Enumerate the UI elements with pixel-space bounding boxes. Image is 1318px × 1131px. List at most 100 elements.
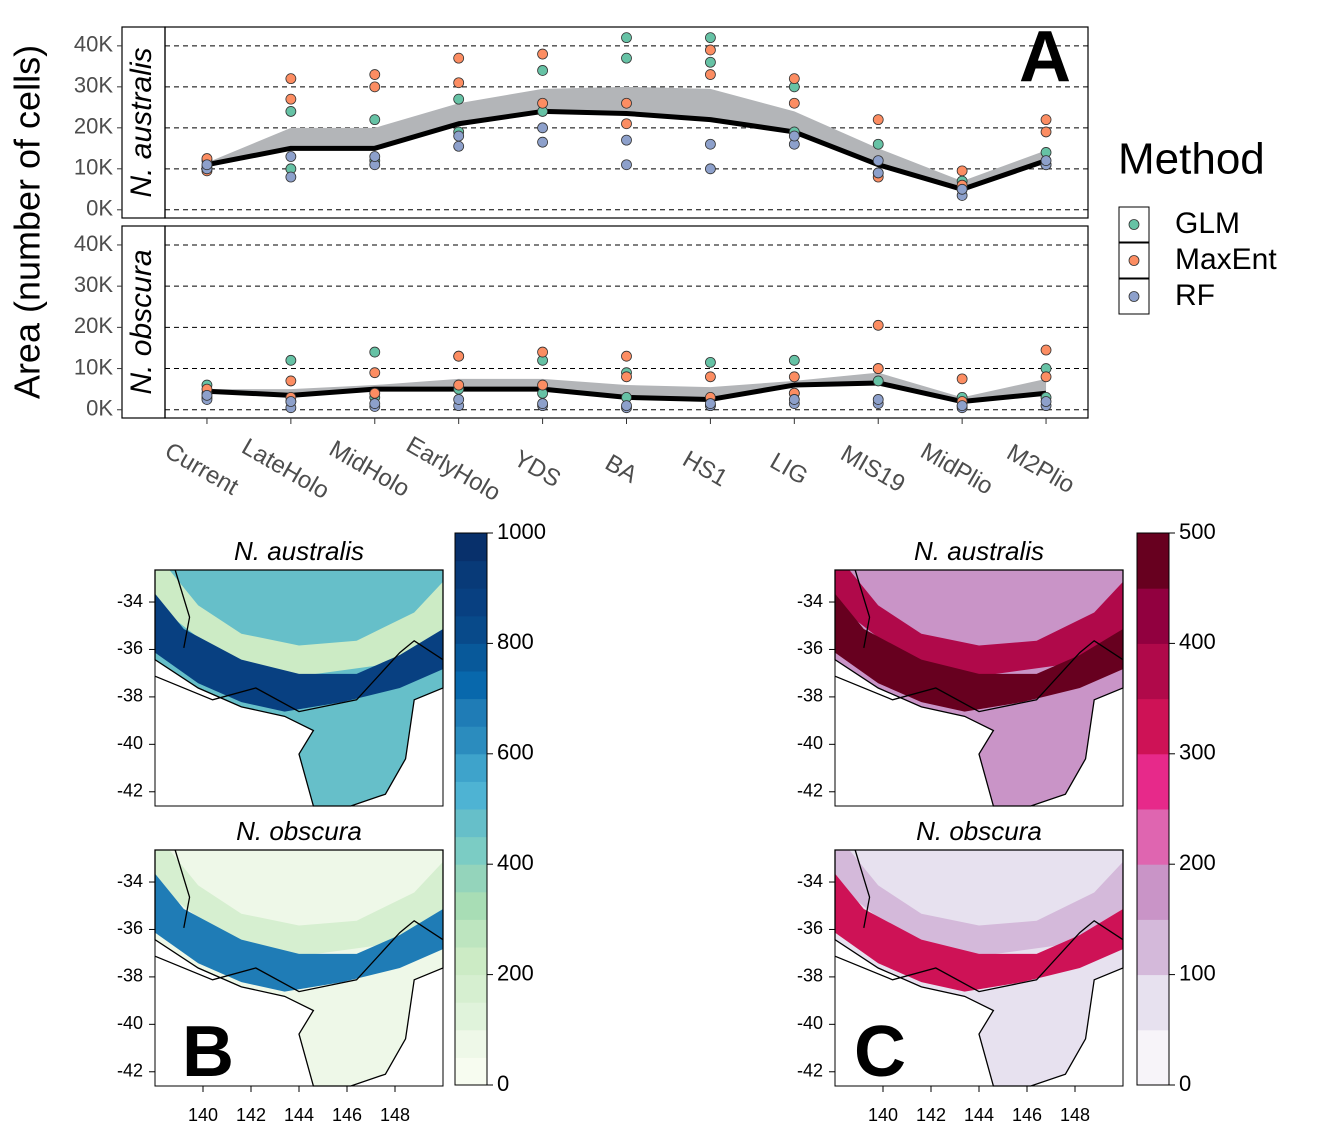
lat-tick-label: -40 [117, 733, 143, 753]
map-border [174, 569, 191, 648]
facet-strip [121, 26, 166, 219]
point [788, 394, 800, 405]
map-title: N. obscura [916, 816, 1042, 846]
map-border [154, 639, 444, 713]
point [369, 151, 381, 162]
lat-tick-label: -42 [797, 781, 823, 801]
colorbar-label: 1000 [497, 519, 546, 544]
colorbar-step [455, 864, 487, 893]
lat-tick-label: -42 [117, 781, 143, 801]
lon-tick-label: 144 [284, 1105, 314, 1125]
colorbar-frame [454, 532, 488, 1086]
facet-frame [164, 26, 1089, 219]
point [1040, 371, 1052, 383]
colorbar-step [455, 588, 487, 617]
panel-label: C [854, 1012, 906, 1092]
point [453, 140, 465, 152]
point [1040, 344, 1052, 356]
y-axis-label: Area (number of cells) [7, 45, 48, 399]
point [621, 97, 632, 109]
point [872, 319, 884, 331]
lon-tick-label: 142 [236, 1105, 266, 1125]
y-tick-label: 30K [74, 73, 113, 98]
x-tick-label: MidPlio [916, 438, 998, 501]
facet-label: N. obscura [125, 249, 158, 394]
point [537, 398, 548, 409]
map-title: N. australis [914, 536, 1044, 566]
lat-tick-label: -34 [797, 591, 823, 611]
lon-tick-label: 144 [964, 1105, 994, 1125]
point [285, 106, 297, 117]
point [788, 354, 800, 366]
point [369, 81, 381, 93]
point [201, 159, 213, 171]
colorbar-step [1137, 533, 1169, 589]
point [537, 136, 548, 148]
point [872, 114, 884, 126]
colorbar-step [455, 891, 487, 920]
point [369, 367, 381, 379]
x-tick-label: YDS [509, 445, 565, 493]
point [369, 398, 381, 409]
point [621, 400, 632, 412]
point [956, 183, 968, 195]
map-border [154, 919, 444, 993]
point [621, 32, 632, 44]
y-tick-label: 40K [74, 32, 113, 57]
point [621, 350, 632, 362]
lat-tick-label: -38 [797, 686, 823, 706]
legend-label: GLM [1175, 207, 1240, 240]
point [872, 155, 884, 167]
point [285, 151, 297, 162]
lat-tick-label: -42 [117, 1061, 143, 1081]
x-tick-label: LateHolo [237, 433, 334, 504]
x-tick-label: MIS19 [836, 440, 910, 498]
x-tick-label: LIG [765, 448, 812, 491]
point [369, 69, 381, 80]
point [537, 48, 548, 60]
point [201, 389, 213, 401]
mean-line [206, 108, 1047, 192]
x-tick-label: MidHolo [324, 435, 414, 502]
legend-dot [1128, 255, 1140, 266]
point [872, 394, 884, 405]
lon-tick-label: 146 [1012, 1105, 1042, 1125]
y-tick-label: 30K [74, 272, 113, 297]
map-border [854, 849, 871, 928]
point [285, 73, 297, 85]
lat-tick-label: -34 [117, 591, 143, 611]
point [872, 167, 884, 179]
colorbar-step [1137, 588, 1169, 644]
point [285, 354, 297, 366]
y-tick-label: 10K [74, 155, 113, 180]
map-zone [155, 570, 443, 677]
point [537, 97, 548, 109]
colorbar-frame [1136, 532, 1170, 1086]
lat-tick-label: -36 [117, 638, 143, 658]
lat-tick-label: -36 [797, 918, 823, 938]
point [872, 375, 884, 387]
point [705, 69, 716, 80]
lat-tick-label: -40 [797, 1013, 823, 1033]
colorbar-step [455, 781, 487, 810]
point [1040, 396, 1052, 407]
panel-label: B [182, 1012, 234, 1092]
map-border [174, 849, 191, 928]
lat-tick-label: -34 [117, 871, 143, 891]
point [621, 118, 632, 130]
facet-label: N. australis [125, 47, 158, 197]
point [956, 165, 968, 177]
map-zone [155, 873, 443, 992]
point [621, 134, 632, 146]
point [453, 93, 465, 105]
lon-tick-label: 142 [916, 1105, 946, 1125]
colorbar-step [1137, 864, 1169, 920]
colorbar-label: 200 [497, 960, 534, 985]
legend-dot [1128, 219, 1140, 230]
colorbar-step [1137, 809, 1169, 865]
legend-label: MaxEnt [1175, 243, 1277, 276]
x-tick-label: BA [600, 449, 641, 488]
map-title: N. australis [234, 536, 364, 566]
point [285, 375, 297, 387]
